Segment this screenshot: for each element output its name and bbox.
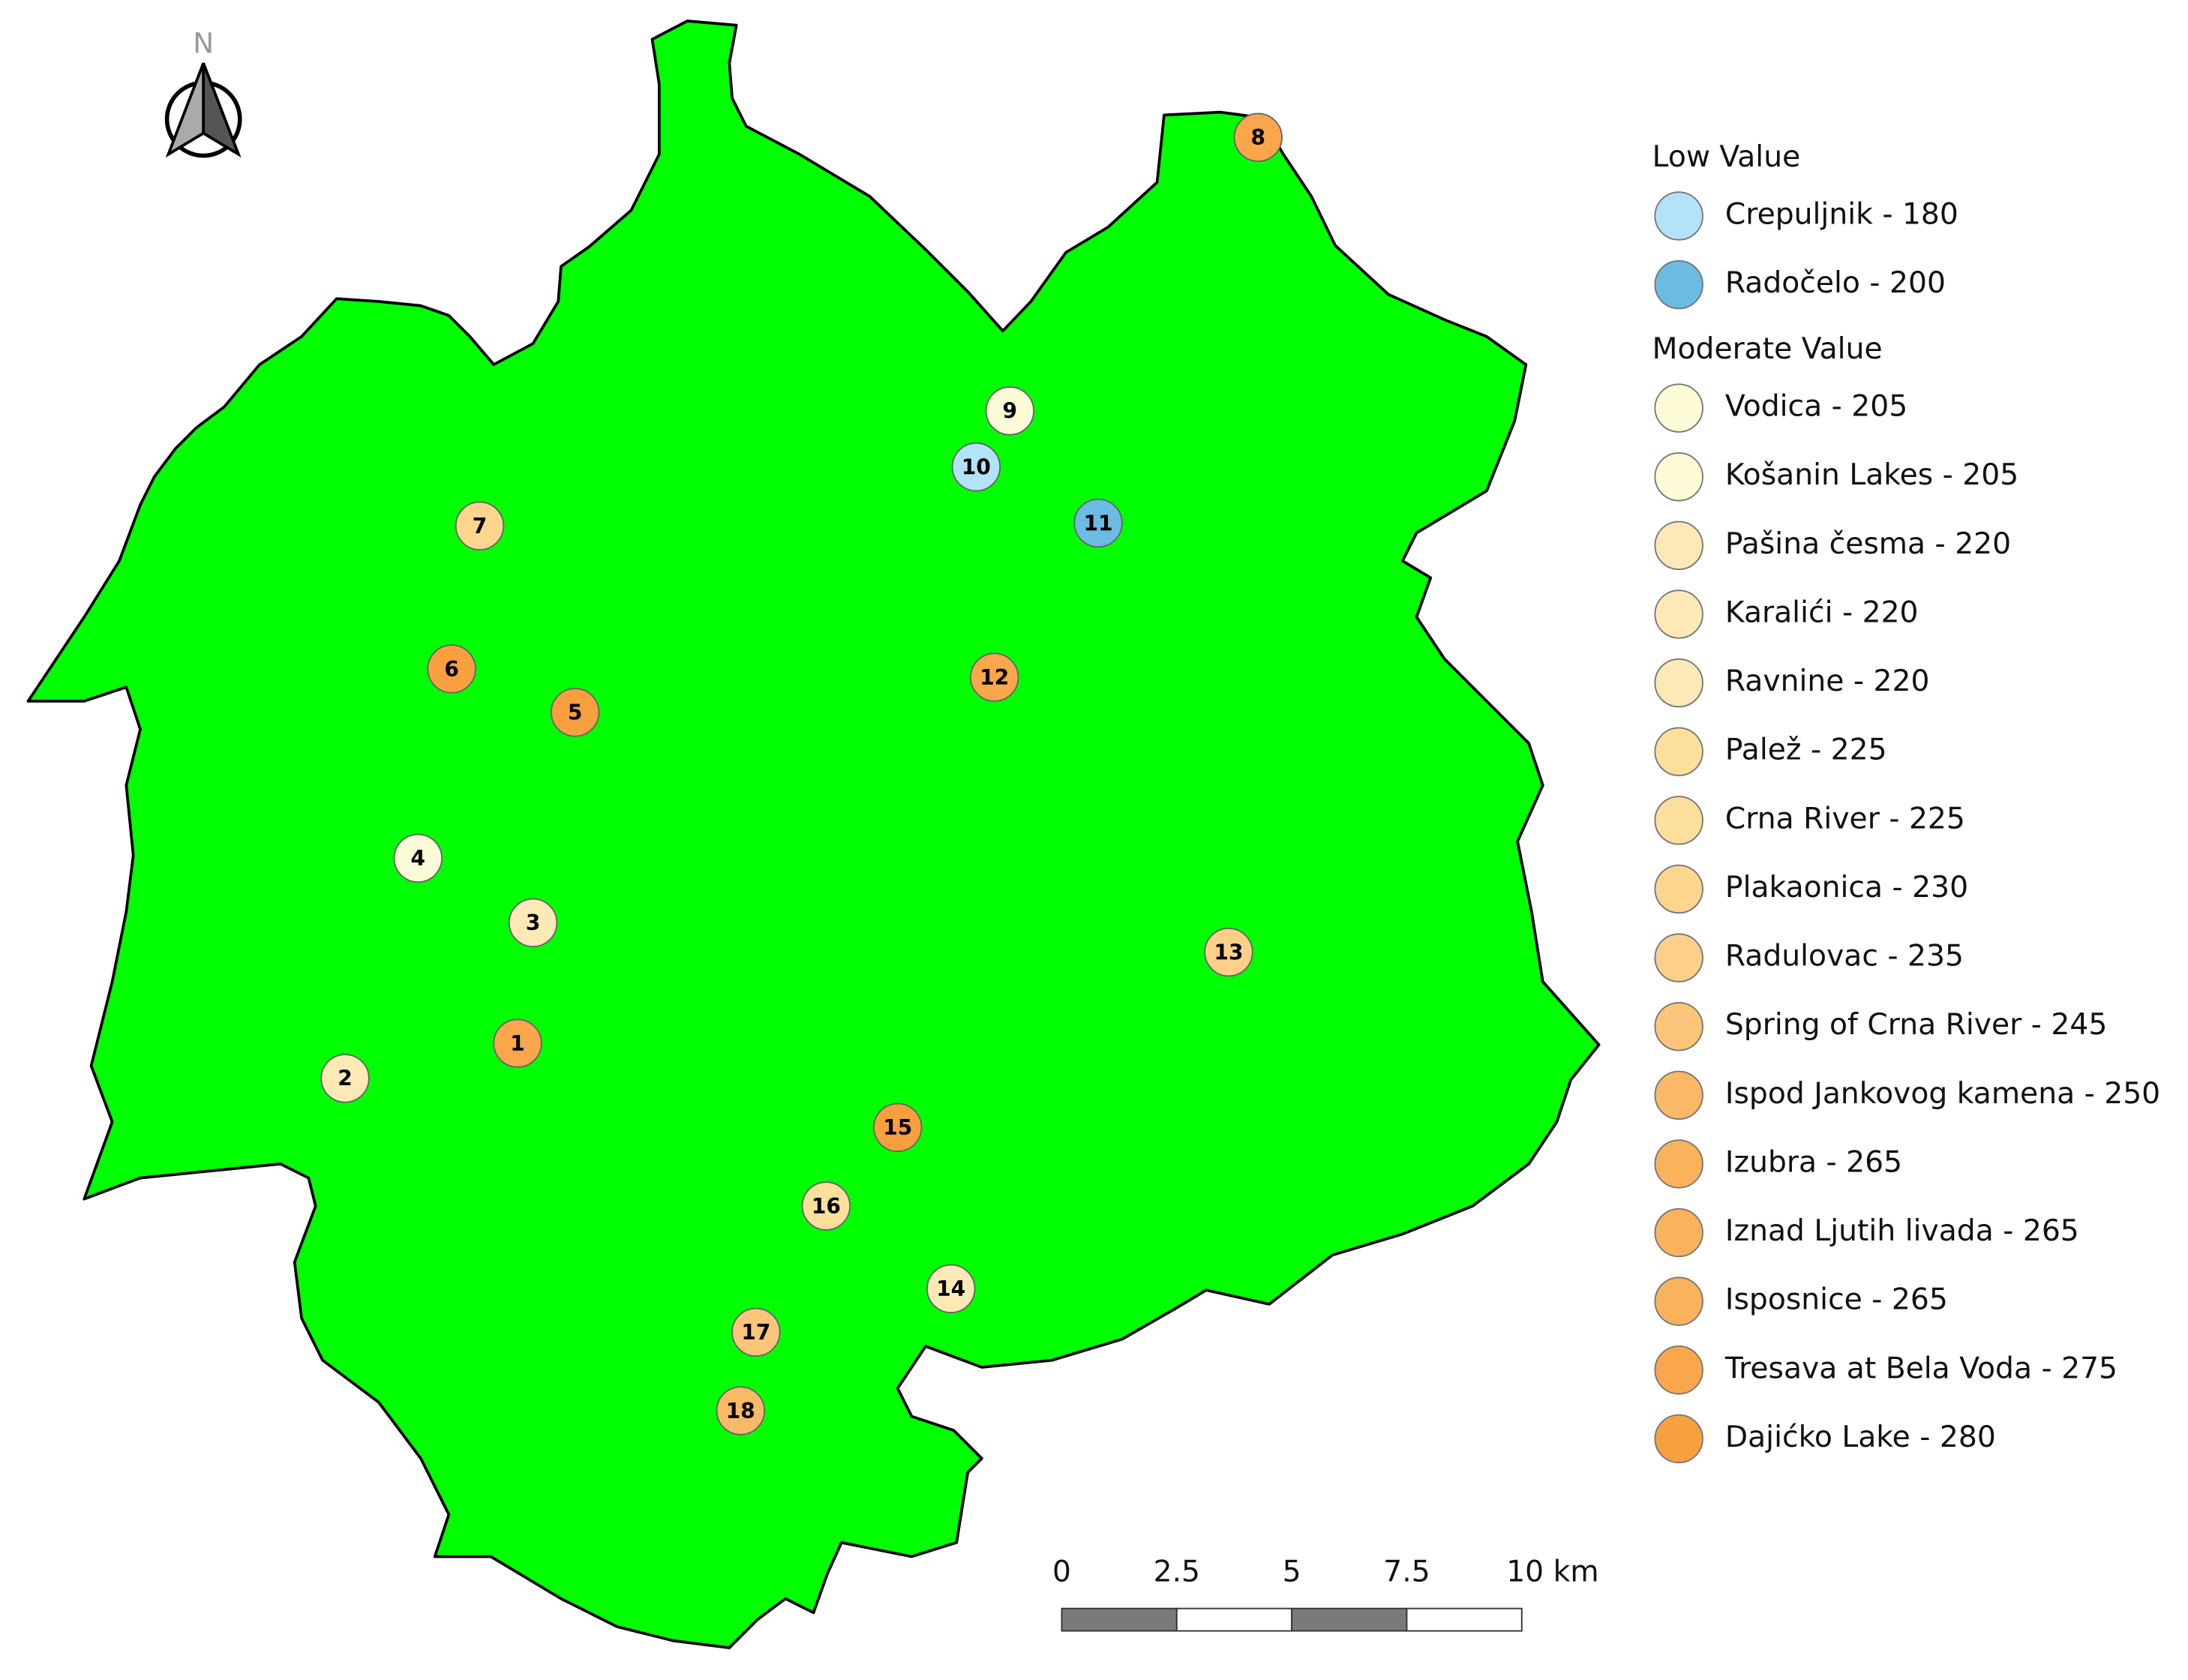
point-label: 6 [444,657,459,682]
scale-label: 10 km [1506,1555,1598,1588]
point-label: 3 [526,910,541,935]
legend-swatch [1654,191,1703,241]
legend-swatch [1654,1001,1703,1052]
sample-point [873,1102,923,1153]
point-label: 10 [962,455,991,480]
scale-label: 7.5 [1383,1555,1430,1588]
legend-label: Izubra - 265 [1725,1145,1902,1179]
legend-swatch [1654,452,1703,502]
sample-point [1233,112,1283,162]
north-arrow: N [164,26,242,158]
legend-label: Vodica - 205 [1725,390,1907,424]
point-label: 14 [936,1276,965,1301]
north-label: N [193,26,214,59]
sample-point [427,644,476,694]
legend-label: Pašina česma - 220 [1725,527,2011,561]
sample-point [801,1181,851,1231]
sample-point [951,442,1001,492]
legend-label: Isposnice - 265 [1725,1283,1948,1317]
scale-segment [1406,1607,1523,1632]
legend-label: Spring of Crna River - 245 [1725,1008,2107,1042]
legend-label: Crna River - 225 [1725,802,1965,836]
legend-label: Košanin Lakes - 205 [1725,458,2018,492]
legend-swatch [1654,1070,1703,1120]
region [26,20,1601,1649]
point-label: 17 [741,1320,770,1345]
legend-swatch [1654,520,1703,571]
point-label: 12 [980,665,1009,690]
legend-label: Tresava at Bela Voda - 275 [1724,1352,2117,1385]
scale-label: 2.5 [1154,1555,1200,1588]
north-arrow-right [202,62,242,158]
legend-heading: Moderate Value [1652,332,1883,366]
legend-swatch [1654,796,1703,845]
point-label: 11 [1084,511,1113,536]
legend-label: Iznad Ljutih livada - 265 [1725,1214,2079,1248]
legend-swatch [1654,383,1703,433]
legend-swatch [1654,727,1703,776]
legend-swatch [1654,1139,1703,1189]
legend-label: Ispod Jankovog kamena - 250 [1725,1077,2160,1111]
point-label: 16 [812,1194,841,1219]
sample-point [926,1264,976,1314]
sample-point [1073,498,1123,548]
scale-segment [1061,1607,1178,1632]
legend-swatch [1654,590,1703,639]
scale-segment [1291,1607,1408,1632]
sample-point [320,1054,370,1103]
scale-label: 5 [1283,1555,1301,1588]
legend-label: Palež - 225 [1725,734,1887,767]
point-label: 5 [568,700,583,725]
legend-swatch [1654,1208,1703,1258]
legend-swatch [1654,1276,1703,1326]
legend-heading: Low Value [1652,140,1801,174]
point-label: 13 [1214,940,1243,964]
legend-label: Radočelo - 200 [1725,266,1946,300]
legend-swatch [1654,658,1703,708]
legend-label: Crepuljnik - 180 [1725,197,1958,231]
legend-label: Radulovac - 235 [1725,940,1964,974]
sample-point [716,1386,766,1436]
sample-point [455,501,505,550]
point-label: 4 [411,846,426,871]
legend-swatch [1654,1414,1703,1464]
scale-segment [1175,1607,1293,1632]
legend-swatch [1654,260,1703,310]
north-arrow-left [165,62,206,158]
point-label: 1 [510,1031,525,1056]
legend-swatch [1654,1346,1703,1395]
point-label: 15 [883,1115,912,1140]
sample-point [393,833,443,884]
sample-point [970,652,1019,702]
sample-point [508,898,558,948]
point-label: 7 [473,514,488,538]
legend: Low Value Crepuljnik - 180 Radočelo - 200 M… [1652,140,2160,1464]
sample-point [731,1307,781,1358]
sample-point [985,386,1035,436]
legend-swatch [1654,933,1703,982]
legend-label: Plakaonica - 230 [1725,871,1968,904]
point-label: 18 [726,1399,755,1424]
sample-point [1204,927,1253,977]
legend-swatch [1654,864,1703,914]
sample-point [493,1018,542,1068]
legend-label: Karalići - 220 [1725,596,1919,629]
scale-bar: 0 2.5 5 7.5 10 km [1052,1555,1599,1632]
sample-point [550,688,600,737]
point-label: 2 [338,1066,353,1091]
legend-label: Dajićko Lake - 280 [1725,1420,1996,1454]
point-label: 9 [1003,399,1018,424]
scale-label: 0 [1052,1555,1071,1588]
legend-label: Ravnine - 220 [1725,664,1930,698]
point-label: 8 [1251,125,1266,150]
